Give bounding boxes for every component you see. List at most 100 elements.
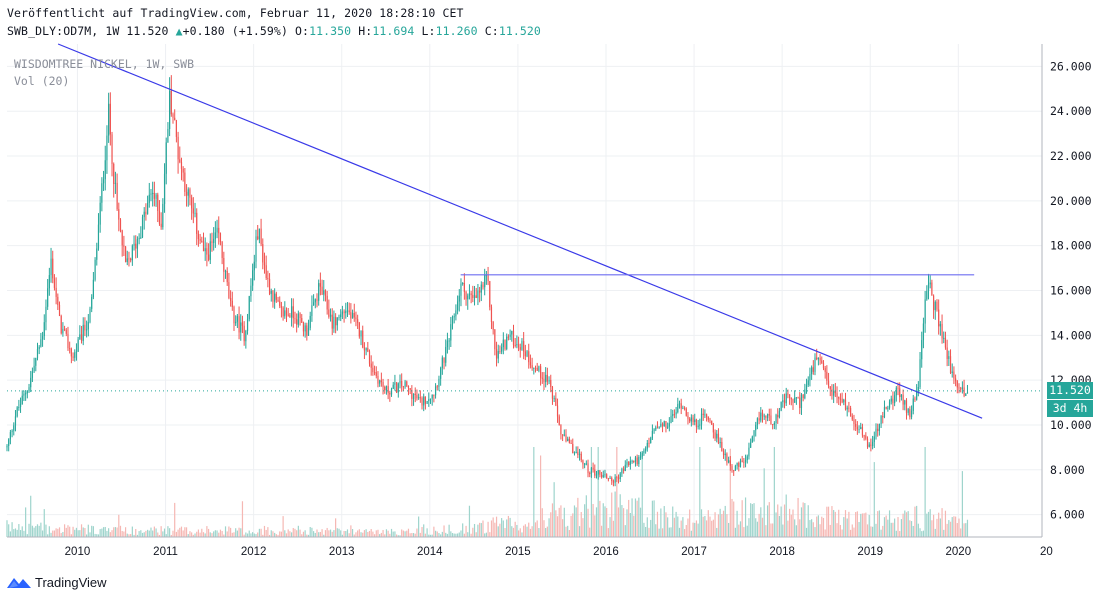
volume-bar (199, 532, 201, 537)
candle (60, 315, 62, 334)
candle (624, 464, 626, 471)
candle (255, 236, 257, 262)
candle (770, 415, 772, 425)
volume-bar (575, 507, 577, 537)
volume-bar (235, 528, 237, 537)
candle (409, 388, 411, 390)
volume-bar (238, 527, 240, 537)
volume-bar (883, 517, 886, 537)
candle (473, 295, 476, 298)
candle (74, 352, 76, 358)
candle (883, 407, 886, 418)
volume-bar (873, 462, 875, 537)
candle (394, 382, 396, 385)
candle (551, 386, 554, 399)
candle (335, 316, 337, 326)
volume-bar (573, 505, 576, 537)
volume-bar (728, 522, 730, 537)
volume-bar (519, 528, 521, 537)
x-tick-label: 2011 (153, 546, 178, 558)
volume-bar (555, 510, 557, 537)
candle (270, 290, 272, 294)
volume-bar (789, 508, 791, 537)
candle (152, 192, 154, 194)
candle (423, 396, 425, 406)
volume-bar (765, 525, 767, 537)
candle (380, 380, 382, 383)
footer-brand[interactable]: TradingView (7, 572, 107, 592)
candle (902, 394, 904, 405)
volume-bar (214, 530, 216, 537)
volume-bar (23, 530, 25, 537)
candle (631, 460, 633, 462)
volume-bar (150, 527, 152, 537)
candle (113, 163, 115, 184)
candle (899, 388, 901, 398)
candle (888, 401, 891, 408)
candle (809, 374, 811, 381)
volume-bar (851, 524, 853, 537)
volume-bar (943, 529, 945, 537)
volume-bar (57, 528, 59, 537)
candle (472, 294, 474, 298)
volume-bar (213, 531, 215, 537)
volume-bar (241, 501, 244, 537)
candle (939, 323, 941, 327)
volume-bar (560, 505, 562, 537)
volume-bar (738, 524, 740, 537)
candle (451, 316, 454, 325)
volume-bar (370, 529, 372, 537)
candle (509, 334, 511, 337)
candle (511, 330, 513, 335)
candle (477, 290, 479, 298)
candle (43, 322, 45, 337)
volume-bar (106, 530, 108, 537)
candle (648, 442, 650, 444)
volume-bar (479, 522, 481, 537)
candle (45, 306, 47, 323)
candle (606, 474, 608, 479)
candle (878, 424, 880, 432)
volume-bar (87, 524, 89, 537)
candle (289, 314, 291, 318)
candle (55, 287, 57, 297)
candle (682, 407, 684, 409)
candle (70, 348, 72, 357)
volume-bars (6, 447, 969, 537)
candle (733, 470, 735, 472)
candle (194, 212, 196, 214)
candle (299, 313, 301, 319)
volume-bar (887, 519, 889, 537)
x-tick-label: 2010 (65, 546, 91, 558)
candle (736, 462, 738, 466)
candle (191, 197, 193, 209)
candle (853, 419, 855, 425)
candle (172, 114, 174, 118)
volume-bar (631, 498, 633, 537)
volume-bar (272, 531, 274, 537)
volume-bar (533, 447, 535, 537)
volume-bar (888, 510, 891, 537)
candle (943, 337, 945, 339)
candle (448, 340, 450, 342)
drawing-lines[interactable] (7, 43, 1042, 419)
candle (50, 258, 52, 276)
candle (16, 407, 18, 417)
volume-bar (157, 532, 159, 537)
x-tick-label: 2020 (946, 546, 972, 558)
volume-bar (94, 533, 96, 537)
volume-bar (775, 512, 777, 537)
candle (62, 328, 64, 334)
volume-bar (565, 526, 567, 537)
volume-bar (822, 517, 825, 537)
candle (739, 460, 742, 467)
volume-bar (40, 522, 42, 537)
candle (99, 202, 101, 225)
candle (863, 435, 865, 437)
volume-bar (617, 507, 620, 537)
volume-bar (643, 522, 645, 537)
candle (617, 477, 620, 480)
volume-bar (748, 518, 750, 537)
volume-bar (609, 517, 611, 537)
